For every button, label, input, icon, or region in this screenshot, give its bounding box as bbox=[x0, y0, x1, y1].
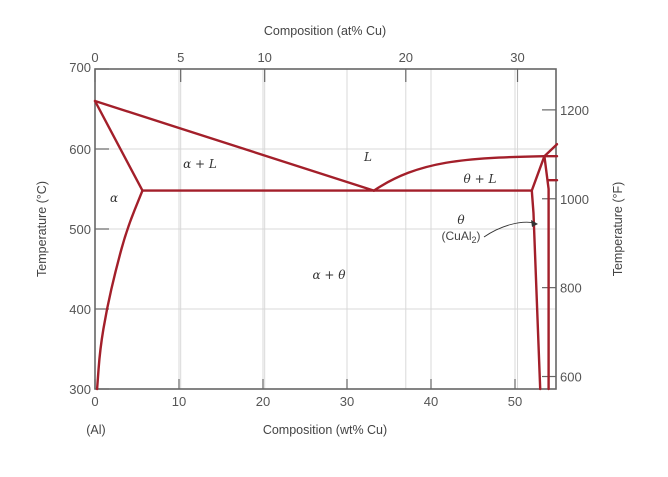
x-tick-label: 30 bbox=[340, 394, 354, 409]
right-axis-title: Temperature (°F) bbox=[611, 182, 625, 277]
y-tick-label: 300 bbox=[69, 382, 91, 397]
y2-tick-label: 800 bbox=[560, 281, 582, 296]
phase-line-theta-left-boundary bbox=[530, 189, 542, 391]
theta-pointer-arrow bbox=[483, 221, 536, 238]
theta-formula-label: (CuAl2) bbox=[441, 229, 480, 245]
phase-boundary-lines bbox=[93, 99, 559, 391]
x2-tick-label: 10 bbox=[257, 50, 271, 65]
x-tick-label: 10 bbox=[172, 394, 186, 409]
phase-line-theta-right-boundary bbox=[543, 155, 550, 391]
x-tick-label: 0 bbox=[91, 394, 98, 409]
phase-line-liquidus-right bbox=[372, 155, 546, 192]
x2-tick-label: 0 bbox=[91, 50, 98, 65]
phase-line-solvus-alpha bbox=[95, 189, 144, 391]
x-tick-label: 40 bbox=[424, 394, 438, 409]
phase-line-theta-upper-left bbox=[530, 155, 546, 192]
x2-tick-label: 5 bbox=[177, 50, 184, 65]
region-alpha-label: α bbox=[110, 191, 118, 205]
y2-tick-label: 1200 bbox=[560, 103, 589, 118]
aluminum-endpoint-label: (Al) bbox=[86, 423, 105, 437]
region-alpha-theta-label: α + θ bbox=[312, 268, 346, 282]
phase-line-solidus-alpha bbox=[93, 99, 144, 192]
region-theta-label: θ bbox=[457, 213, 465, 227]
y2-tick-label: 1000 bbox=[560, 192, 589, 207]
region-liquid-label: L bbox=[363, 150, 372, 164]
left-axis-title: Temperature (°C) bbox=[35, 181, 49, 277]
grid-lines bbox=[95, 69, 556, 389]
x2-tick-label: 20 bbox=[399, 50, 413, 65]
top-axis-title: Composition (at% Cu) bbox=[264, 24, 386, 38]
bottom-axis-title: Composition (wt% Cu) bbox=[263, 423, 387, 437]
y-tick-label: 400 bbox=[69, 302, 91, 317]
y-tick-label: 500 bbox=[69, 222, 91, 237]
y-tick-label: 700 bbox=[69, 60, 91, 75]
x2-tick-label: 30 bbox=[510, 50, 524, 65]
x-tick-label: 50 bbox=[508, 394, 522, 409]
y2-tick-label: 600 bbox=[560, 370, 582, 385]
y-tick-label: 600 bbox=[69, 142, 91, 157]
x-tick-label: 20 bbox=[256, 394, 270, 409]
phase-line-liquidus-left bbox=[93, 99, 376, 192]
phase-line-liquidus-rising-right bbox=[543, 143, 559, 158]
arrowhead-icon bbox=[531, 220, 538, 227]
region-theta-liquid-label: θ + L bbox=[464, 172, 497, 186]
region-alpha-liquid-label: α + L bbox=[183, 157, 217, 171]
